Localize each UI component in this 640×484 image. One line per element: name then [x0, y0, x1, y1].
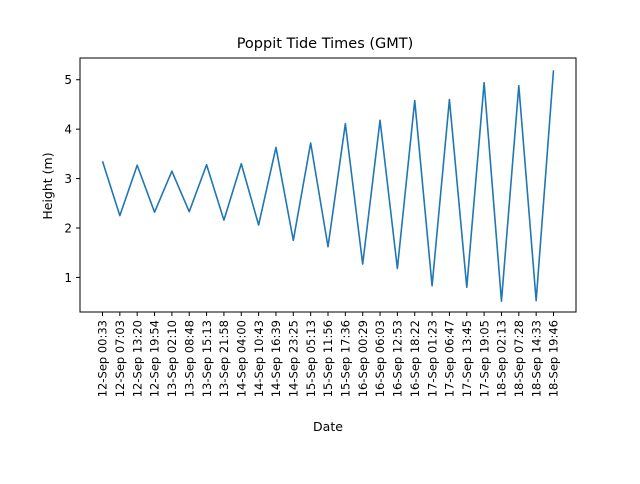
x-tick-label: 12-Sep 13:20: [130, 320, 144, 397]
x-tick-label: 12-Sep 00:33: [96, 320, 110, 397]
y-axis-label: Height (m): [40, 152, 55, 219]
chart-title: Poppit Tide Times (GMT): [237, 36, 414, 52]
x-tick-label: 16-Sep 12:53: [391, 320, 405, 397]
x-tick-label: 13-Sep 21:58: [217, 320, 231, 397]
x-tick-label: 17-Sep 19:05: [477, 320, 491, 397]
y-tick-label: 4: [64, 123, 72, 137]
x-tick-label: 14-Sep 16:39: [269, 320, 283, 397]
x-axis-ticks: 12-Sep 00:33 12-Sep 07:03 12-Sep 13:20 12-S…: [96, 312, 561, 397]
x-tick-label: 17-Sep 06:47: [443, 320, 457, 397]
y-axis-ticks: 1 2 3 4 5: [64, 73, 80, 285]
x-tick-label: 17-Sep 13:45: [460, 320, 474, 397]
x-tick-label: 13-Sep 15:13: [200, 320, 214, 397]
y-tick-label: 5: [64, 73, 72, 87]
x-tick-label: 15-Sep 11:56: [321, 320, 335, 397]
x-tick-label: 18-Sep 07:28: [512, 320, 526, 397]
x-tick-label: 18-Sep 19:46: [547, 320, 561, 397]
x-tick-label: 12-Sep 07:03: [113, 320, 127, 397]
x-tick-label: 13-Sep 02:10: [165, 320, 179, 397]
x-tick-label: 16-Sep 00:29: [356, 320, 370, 397]
series-line-0: [101, 70, 555, 302]
y-tick-label: 2: [64, 221, 72, 235]
x-tick-label: 13-Sep 08:48: [182, 320, 196, 397]
axes-frame: [79, 57, 577, 313]
x-tick-label: 17-Sep 01:23: [425, 320, 439, 397]
x-tick-label: 18-Sep 02:13: [495, 320, 509, 397]
x-tick-label: 12-Sep 19:54: [148, 320, 162, 397]
x-axis-label: Date: [313, 419, 343, 434]
plot-area: [101, 70, 555, 302]
x-tick-label: 18-Sep 14:33: [529, 320, 543, 397]
y-tick-label: 1: [64, 271, 72, 285]
x-tick-label: 14-Sep 10:43: [252, 320, 266, 397]
x-tick-label: 15-Sep 17:36: [339, 320, 353, 397]
x-tick-label: 16-Sep 18:22: [408, 320, 422, 397]
x-tick-label: 14-Sep 04:00: [234, 320, 248, 397]
y-tick-label: 3: [64, 172, 72, 186]
x-tick-label: 14-Sep 23:25: [287, 320, 301, 397]
x-tick-label: 16-Sep 06:03: [373, 320, 387, 397]
x-tick-label: 15-Sep 05:13: [304, 320, 318, 397]
